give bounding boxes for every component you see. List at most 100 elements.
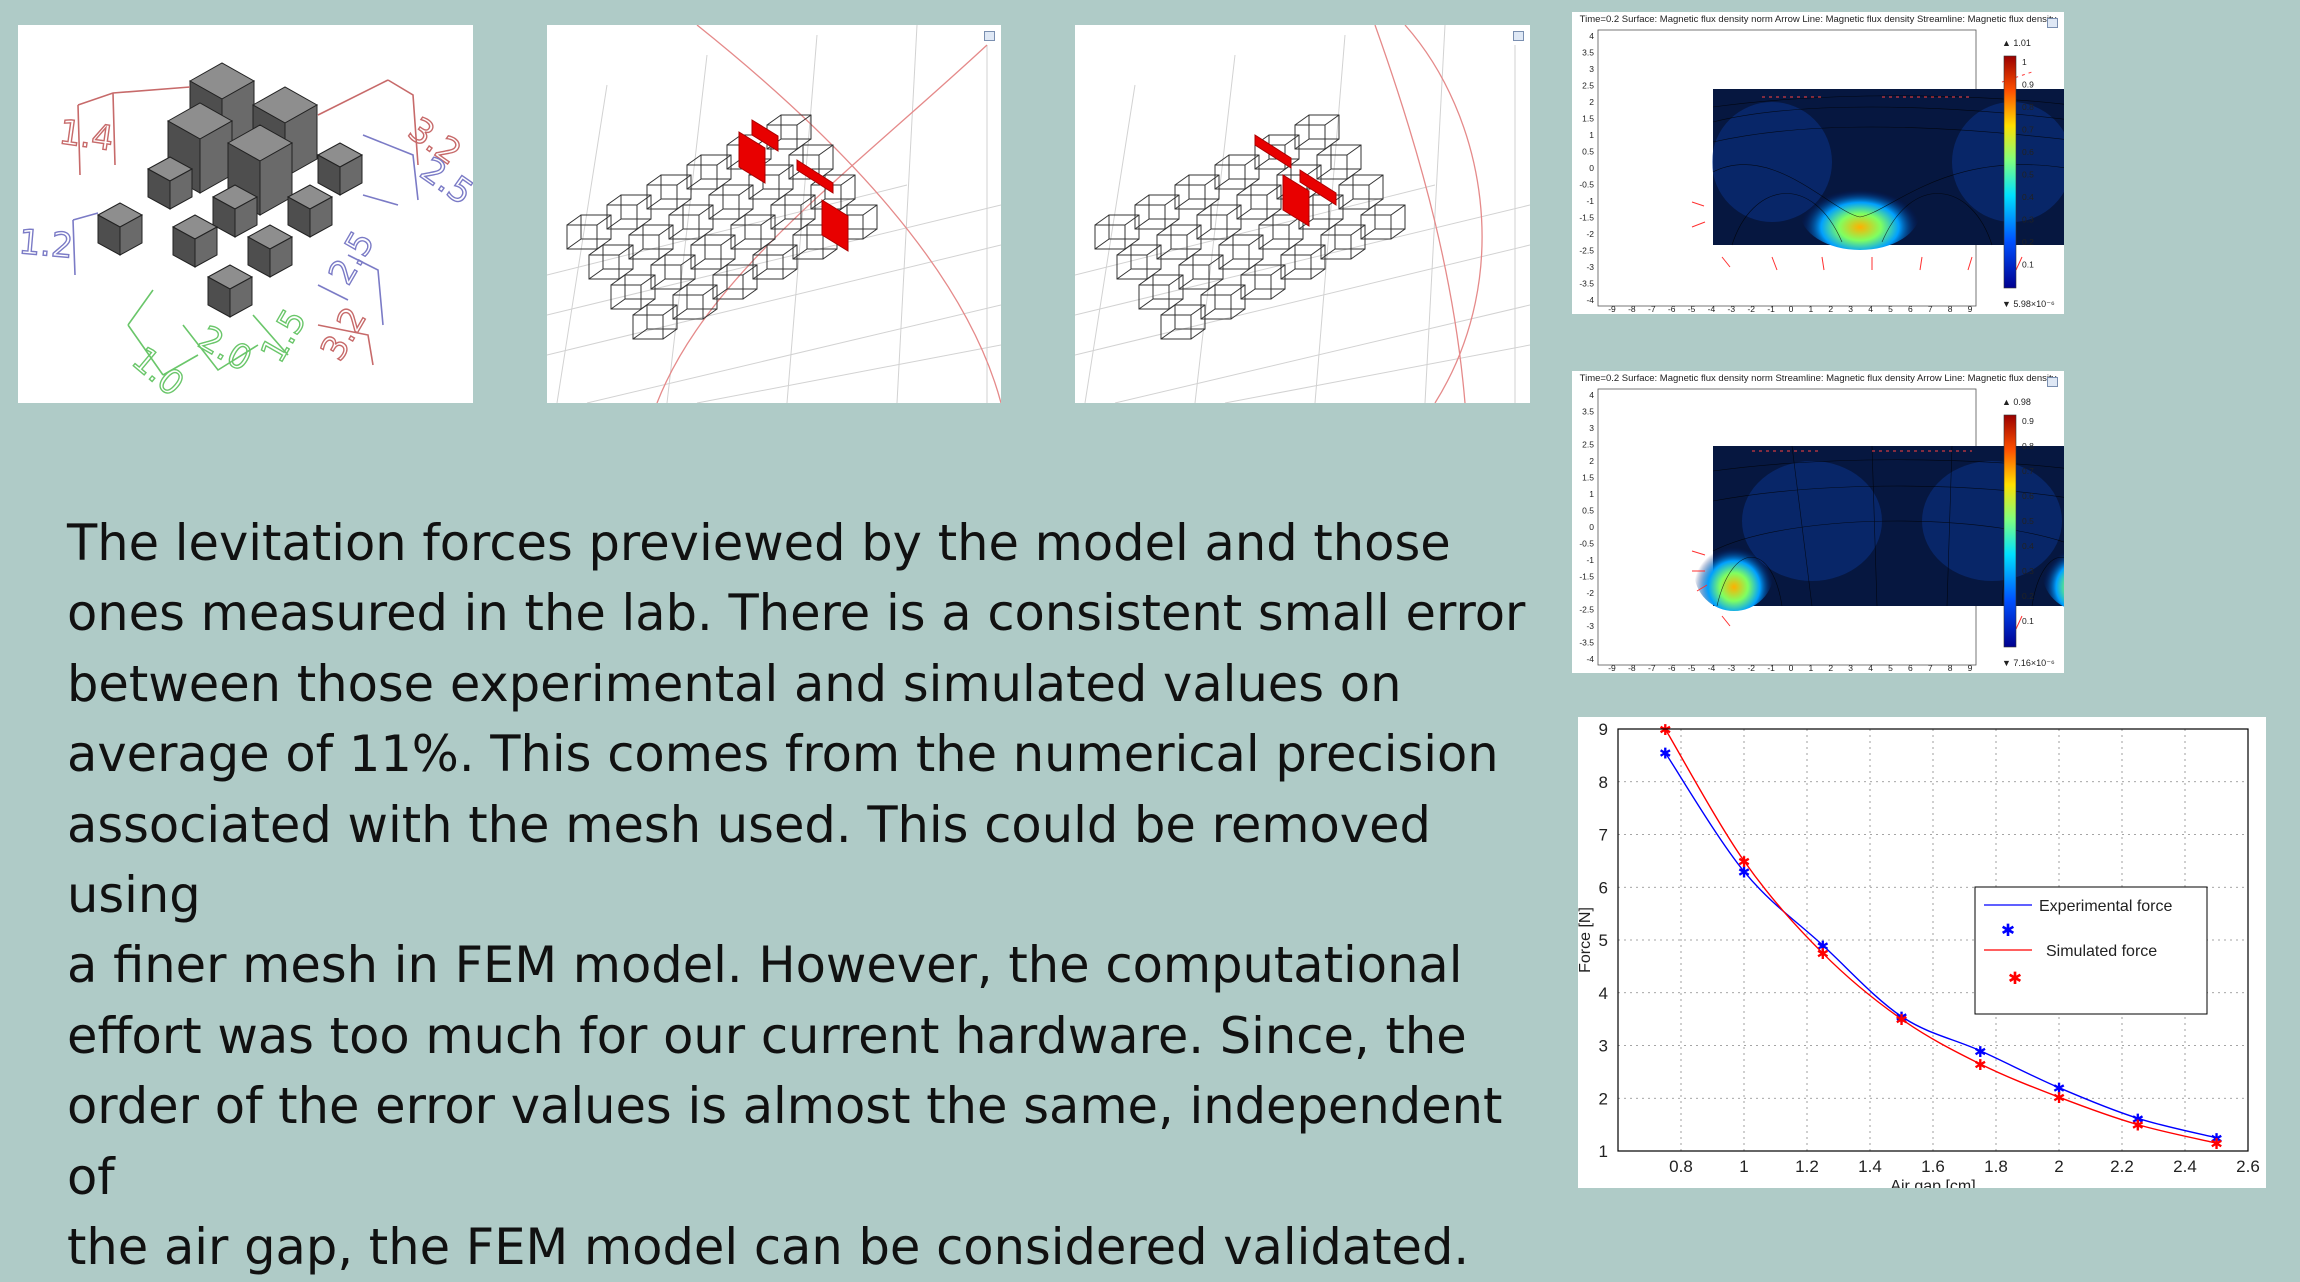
sim-y-tick: 2 <box>1589 97 1594 107</box>
wireframe-box <box>610 274 656 310</box>
series-point-0: ✱ <box>1974 1043 1987 1061</box>
sim-x-tick: -7 <box>1648 663 1656 673</box>
sim-y-tick: 3 <box>1589 423 1594 433</box>
legend-marker-experimental: ✱ <box>2001 921 2015 941</box>
coil-marker <box>1299 169 1337 206</box>
colorbar-tick: 0.7 <box>2022 466 2034 476</box>
y-axis-label: Force [N] <box>1578 907 1594 973</box>
sim-x-tick: 9 <box>1968 663 1973 673</box>
colorbar-tick: 0.3 <box>2022 215 2034 225</box>
sim-x-tick: -7 <box>1648 304 1656 314</box>
wireframe-view-2 <box>1075 25 1530 403</box>
plot-frame <box>1617 728 2249 1152</box>
coil-marker <box>751 119 779 152</box>
force-vs-airgap-chart: 0.8 1 1.2 1.4 1.6 1.8 2 2.2 2.4 2.6 1 2 3 4 5 6 7 8 9 ✱ ✱ ✱ ✱… <box>1578 717 2266 1188</box>
sim-y-tick: -4 <box>1586 654 1594 664</box>
wireframe-box <box>1138 274 1184 310</box>
wireframe-box <box>1094 214 1140 250</box>
colorbar-max-label: ▲ 1.01 <box>2002 38 2031 48</box>
sim-x-tick: 7 <box>1928 663 1933 673</box>
sim-y-tick: 0.5 <box>1582 147 1594 157</box>
series-point-1: ✱ <box>1974 1056 1987 1074</box>
sim-y-tick: -1.5 <box>1579 572 1594 582</box>
coil-marker <box>1254 134 1292 169</box>
sim-y-tick: 0 <box>1589 522 1594 532</box>
sim-title: Time=0.2 Surface: Magnetic flux density … <box>1579 373 2057 384</box>
dimension-label: 3.2 <box>313 301 375 368</box>
wireframe-box <box>1178 254 1224 290</box>
coil-marker <box>1282 174 1310 227</box>
colorbar-tick: 0.9 <box>2022 416 2034 426</box>
sim-y-tick: -0.5 <box>1579 539 1594 549</box>
wireframe-box <box>588 244 634 280</box>
x-tick-label: 2.6 <box>2236 1157 2260 1176</box>
sim-x-tick: 4 <box>1868 663 1873 673</box>
dimension-label: 1.0 <box>124 339 191 403</box>
dimension-label: 1.2 <box>18 222 75 267</box>
sim-x-tick: 1 <box>1809 663 1814 673</box>
sim-x-tick: 3 <box>1848 663 1853 673</box>
y-tick-label: 5 <box>1599 931 1608 950</box>
coil-marker <box>738 131 766 184</box>
sim-y-tick: 2 <box>1589 456 1594 466</box>
sim-x-tick: 9 <box>1968 304 1973 314</box>
colorbar-tick: 0.4 <box>2022 541 2034 551</box>
wireframe-box <box>566 214 612 250</box>
maximize-icon[interactable] <box>984 31 995 41</box>
wireframe-box <box>1294 114 1340 150</box>
maximize-icon[interactable] <box>2047 377 2058 387</box>
sim-x-tick: 5 <box>1888 304 1893 314</box>
wireframe-box <box>1134 194 1180 230</box>
sim-x-tick: 5 <box>1888 663 1893 673</box>
sim-x-tick: -4 <box>1708 663 1716 673</box>
sim-x-tick: -1 <box>1767 663 1775 673</box>
sim-x-tick: 4 <box>1868 304 1873 314</box>
sim-y-tick: 1.5 <box>1582 114 1594 124</box>
wireframe-box <box>1316 144 1362 180</box>
y-tick-label: 1 <box>1599 1142 1608 1161</box>
maximize-icon[interactable] <box>2047 18 2058 28</box>
dimension-label: 1.5 <box>253 303 315 370</box>
series-point-1: ✱ <box>1816 945 1829 963</box>
sim-y-tick: -3.5 <box>1579 279 1594 289</box>
wireframe-box <box>1240 264 1286 300</box>
colorbar-tick: 0.2 <box>2022 591 2034 601</box>
x-tick-label: 1.4 <box>1858 1157 1882 1176</box>
magnet-block <box>247 224 293 278</box>
sim-y-tick: 0.5 <box>1582 506 1594 516</box>
colorbar-tick: 0.1 <box>2022 616 2034 626</box>
sim-x-tick: 1 <box>1809 304 1814 314</box>
series-point-0: ✱ <box>1659 745 1672 763</box>
wireframe-drawing-1 <box>547 25 1001 403</box>
series-line-0 <box>1664 752 2217 1139</box>
field-plot-2: 4 3.5 3 2.5 2 1.5 1 0.5 0 -0.5 -1 -1.5 -2 -2.5 -3 -3.5 -… <box>1579 388 2064 673</box>
sim-x-tick: 8 <box>1948 663 1953 673</box>
sim-x-tick: 7 <box>1928 304 1933 314</box>
field-simulation-2: Time=0.2 Surface: Magnetic flux density … <box>1572 371 2064 673</box>
sim-x-tick: 0 <box>1789 663 1794 673</box>
wireframe-box <box>628 224 674 260</box>
sim-y-tick: 2.5 <box>1582 440 1594 450</box>
sim-x-tick: -5 <box>1688 663 1696 673</box>
x-axis-label: Air gap [cm] <box>1890 1178 1975 1188</box>
wireframe-box <box>646 174 692 210</box>
colorbar-max-label: ▲ 0.98 <box>2002 397 2031 407</box>
x-tick-label: 2.2 <box>2110 1157 2134 1176</box>
wireframe-view-1 <box>547 25 1001 403</box>
sim-x-tick: 8 <box>1948 304 1953 314</box>
sim-y-tick: -1 <box>1586 555 1594 565</box>
x-tick-label: 0.8 <box>1669 1157 1693 1176</box>
wireframe-box <box>668 204 714 240</box>
sim-x-tick: 2 <box>1828 304 1833 314</box>
sim-y-tick: -3 <box>1586 262 1594 272</box>
y-tick-label: 8 <box>1599 773 1608 792</box>
maximize-icon[interactable] <box>1513 31 1524 41</box>
sim-x-tick: -9 <box>1608 663 1616 673</box>
wireframe-box <box>1160 304 1206 340</box>
y-tick-label: 6 <box>1599 878 1608 897</box>
y-tick-label: 9 <box>1599 720 1608 739</box>
colorbar-min-label: ▼ 5.98×10⁻⁶ <box>2002 299 2055 309</box>
dimension-label: 2.5 <box>413 150 473 214</box>
series-point-0: ✱ <box>2210 1130 2223 1148</box>
